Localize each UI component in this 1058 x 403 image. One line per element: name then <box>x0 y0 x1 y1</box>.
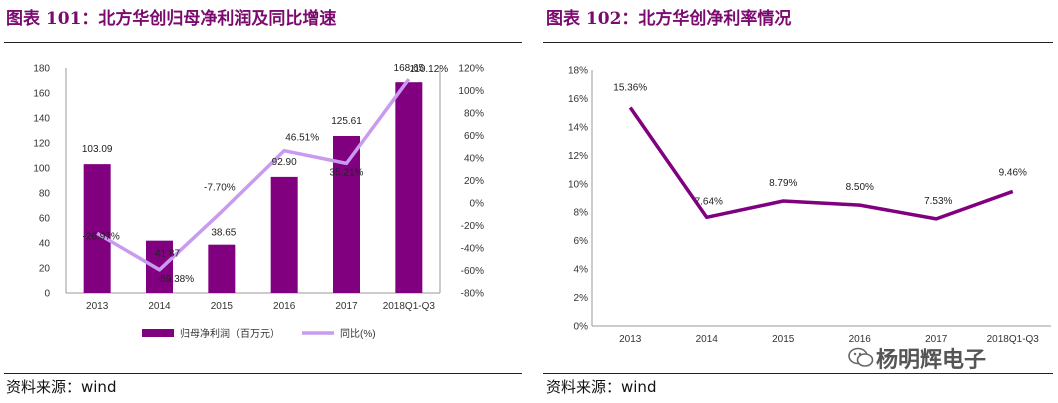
left-source: 资料来源：wind <box>6 378 117 396</box>
right-y-tick: 20% <box>464 176 484 187</box>
x-tick: 2015 <box>772 334 795 345</box>
right-source-rule <box>543 373 1053 374</box>
profit-chart: 0 20 40 60 80 100 120 140 160 180 -80% -60% -40% -20%… <box>33 63 485 340</box>
right-y-tick: 80% <box>464 109 484 120</box>
left-y-tick: 20 <box>39 264 51 275</box>
legend-label-yoy: 同比(%) <box>340 328 376 340</box>
net-margin-label: 9.46% <box>999 167 1027 178</box>
y-tick: 2% <box>574 293 589 304</box>
x-tick: 2014 <box>696 334 719 345</box>
left-y-tick: 140 <box>33 114 50 125</box>
left-source-rule <box>4 373 522 374</box>
y-tick: 4% <box>574 265 589 276</box>
right-y-tick: -80% <box>461 289 484 300</box>
x-tick: 2013 <box>86 301 109 312</box>
wechat-icon <box>848 347 874 367</box>
left-y-tick: 120 <box>33 139 50 150</box>
yoy-label: -26.97% <box>83 231 120 242</box>
left-y-tick: 160 <box>33 89 50 100</box>
x-tick: 2016 <box>273 301 296 312</box>
y-tick: 8% <box>574 208 589 219</box>
yoy-label: -7.70% <box>204 183 236 194</box>
profit-bar <box>333 135 360 293</box>
profit-bar-label: 103.09 <box>82 144 113 155</box>
y-tick: 10% <box>568 179 588 190</box>
yoy-label: 35.21% <box>330 167 364 178</box>
profit-bar <box>270 176 298 293</box>
x-tick: 2018Q1-Q3 <box>383 301 436 312</box>
watermark-text: 杨明辉电子 <box>876 348 987 373</box>
profit-bar <box>146 240 173 293</box>
right-title-rule <box>543 42 1053 43</box>
profit-bar-label: 92.90 <box>272 157 297 168</box>
profit-bar-label: 41.87 <box>155 249 180 260</box>
left-title-rule <box>4 42 522 43</box>
x-tick: 2018Q1-Q3 <box>987 334 1040 345</box>
net-margin-label: 15.36% <box>613 83 647 94</box>
legend-swatch-profit <box>142 329 174 337</box>
right-y-tick: -40% <box>461 244 484 255</box>
yoy-label: 46.51% <box>285 133 319 144</box>
yoy-line <box>96 78 411 272</box>
right-y-tick: 0% <box>470 199 485 210</box>
net-margin-line <box>628 106 1014 221</box>
right-y-tick: 120% <box>458 64 484 75</box>
right-y-tick: 60% <box>464 131 484 142</box>
y-tick: 6% <box>574 236 589 247</box>
x-tick: 2014 <box>148 301 171 312</box>
profit-bar <box>395 82 423 293</box>
left-y-tick: 0 <box>44 289 50 300</box>
y-tick: 16% <box>568 94 588 105</box>
left-y-tick: 60 <box>39 214 51 225</box>
net-margin-label: 8.79% <box>769 178 797 189</box>
y-tick: 0% <box>574 322 589 333</box>
yoy-label: -59.38% <box>157 274 194 285</box>
y-tick: 18% <box>568 66 588 77</box>
right-y-tick: -20% <box>461 221 484 232</box>
yoy-label: 110.12% <box>409 64 448 75</box>
profit-bar-label: 168.65 <box>394 63 425 74</box>
net-margin-label: 8.50% <box>846 182 874 193</box>
net-margin-chart: 0% 2% 4% 6% 8% 10% 12% 14% 16% 18% 2013 2014 2015 201… <box>568 66 1051 345</box>
right-y-tick: -60% <box>461 266 484 277</box>
right-chart-title: 图表 102：北方华创净利率情况 <box>546 9 792 29</box>
x-tick: 2017 <box>925 334 948 345</box>
legend-label-profit: 归母净利润（百万元） <box>180 327 280 340</box>
x-tick: 2013 <box>619 334 642 345</box>
net-margin-label: 7.64% <box>695 196 723 207</box>
profit-bar <box>83 164 111 293</box>
right-y-tick: 100% <box>458 86 484 97</box>
left-y-tick: 80 <box>39 189 51 200</box>
left-y-tick: 180 <box>33 64 50 75</box>
profit-bar-label: 38.65 <box>211 228 236 239</box>
y-tick: 14% <box>568 122 588 133</box>
left-chart-title: 图表 101：北方华创归母净利润及同比增速 <box>6 9 337 29</box>
right-source: 资料来源：wind <box>546 378 657 396</box>
net-margin-label: 7.53% <box>924 196 952 207</box>
x-tick: 2017 <box>335 301 358 312</box>
profit-bar <box>208 244 236 293</box>
right-y-tick: 40% <box>464 154 484 165</box>
y-tick: 12% <box>568 151 588 162</box>
left-y-tick: 40 <box>39 239 51 250</box>
x-tick: 2015 <box>211 301 234 312</box>
x-tick: 2016 <box>849 334 872 345</box>
left-y-tick: 100 <box>33 164 50 175</box>
profit-bar-label: 125.61 <box>331 116 362 127</box>
